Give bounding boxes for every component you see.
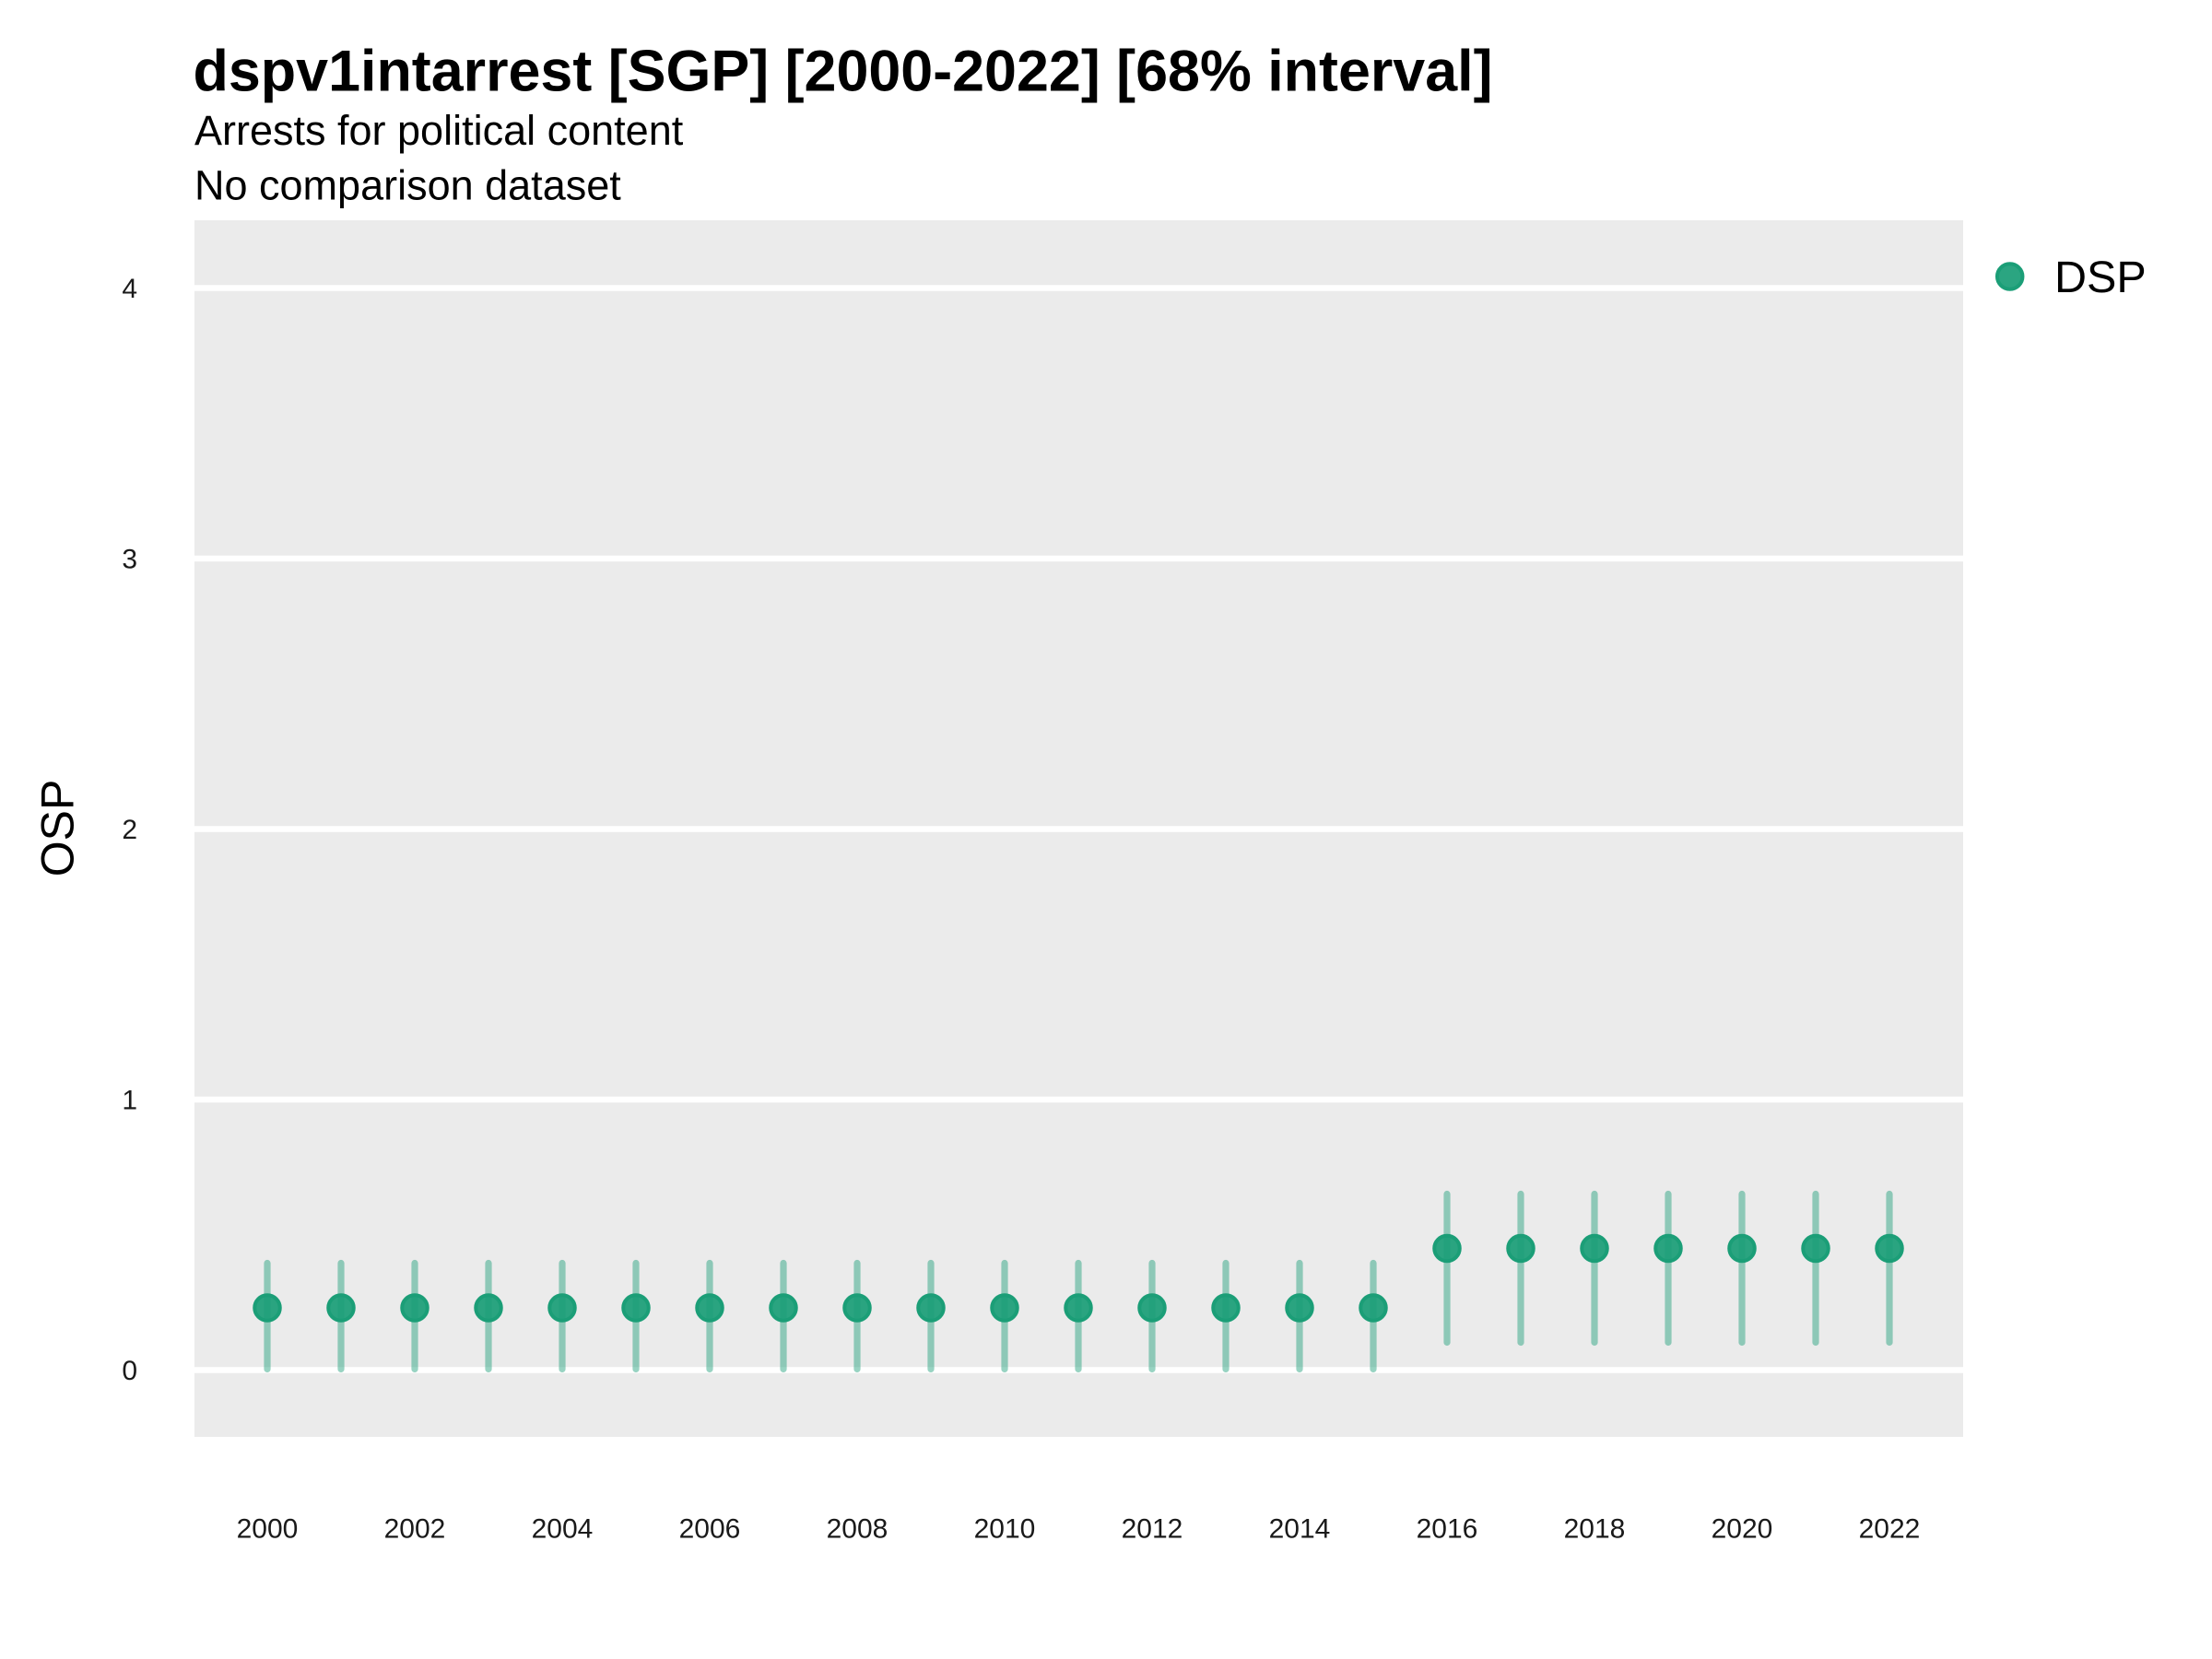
svg-text:2004: 2004 bbox=[532, 1514, 594, 1545]
svg-text:2008: 2008 bbox=[827, 1514, 888, 1545]
svg-text:2000: 2000 bbox=[237, 1514, 299, 1545]
svg-text:2020: 2020 bbox=[1712, 1514, 1773, 1545]
svg-text:2012: 2012 bbox=[1122, 1514, 1183, 1545]
svg-text:0: 0 bbox=[122, 1356, 137, 1386]
svg-text:2010: 2010 bbox=[974, 1514, 1036, 1545]
svg-text:2: 2 bbox=[122, 815, 137, 845]
svg-text:No comparison dataset: No comparison dataset bbox=[194, 162, 621, 209]
svg-text:Arrests for political content: Arrests for political content bbox=[194, 107, 684, 154]
svg-text:dspv1intarrest [SGP] [2000-202: dspv1intarrest [SGP] [2000-2022] [68% in… bbox=[194, 40, 1493, 104]
svg-text:2006: 2006 bbox=[679, 1514, 741, 1545]
svg-text:1: 1 bbox=[122, 1085, 137, 1115]
svg-text:2016: 2016 bbox=[1417, 1514, 1478, 1545]
svg-text:4: 4 bbox=[122, 274, 137, 304]
svg-text:2002: 2002 bbox=[384, 1514, 446, 1545]
svg-text:2014: 2014 bbox=[1269, 1514, 1331, 1545]
svg-text:2022: 2022 bbox=[1859, 1514, 1921, 1545]
svg-text:DSP: DSP bbox=[2054, 253, 2147, 302]
svg-text:2018: 2018 bbox=[1564, 1514, 1626, 1545]
svg-text:3: 3 bbox=[122, 544, 137, 574]
svg-text:OSP: OSP bbox=[32, 780, 84, 877]
